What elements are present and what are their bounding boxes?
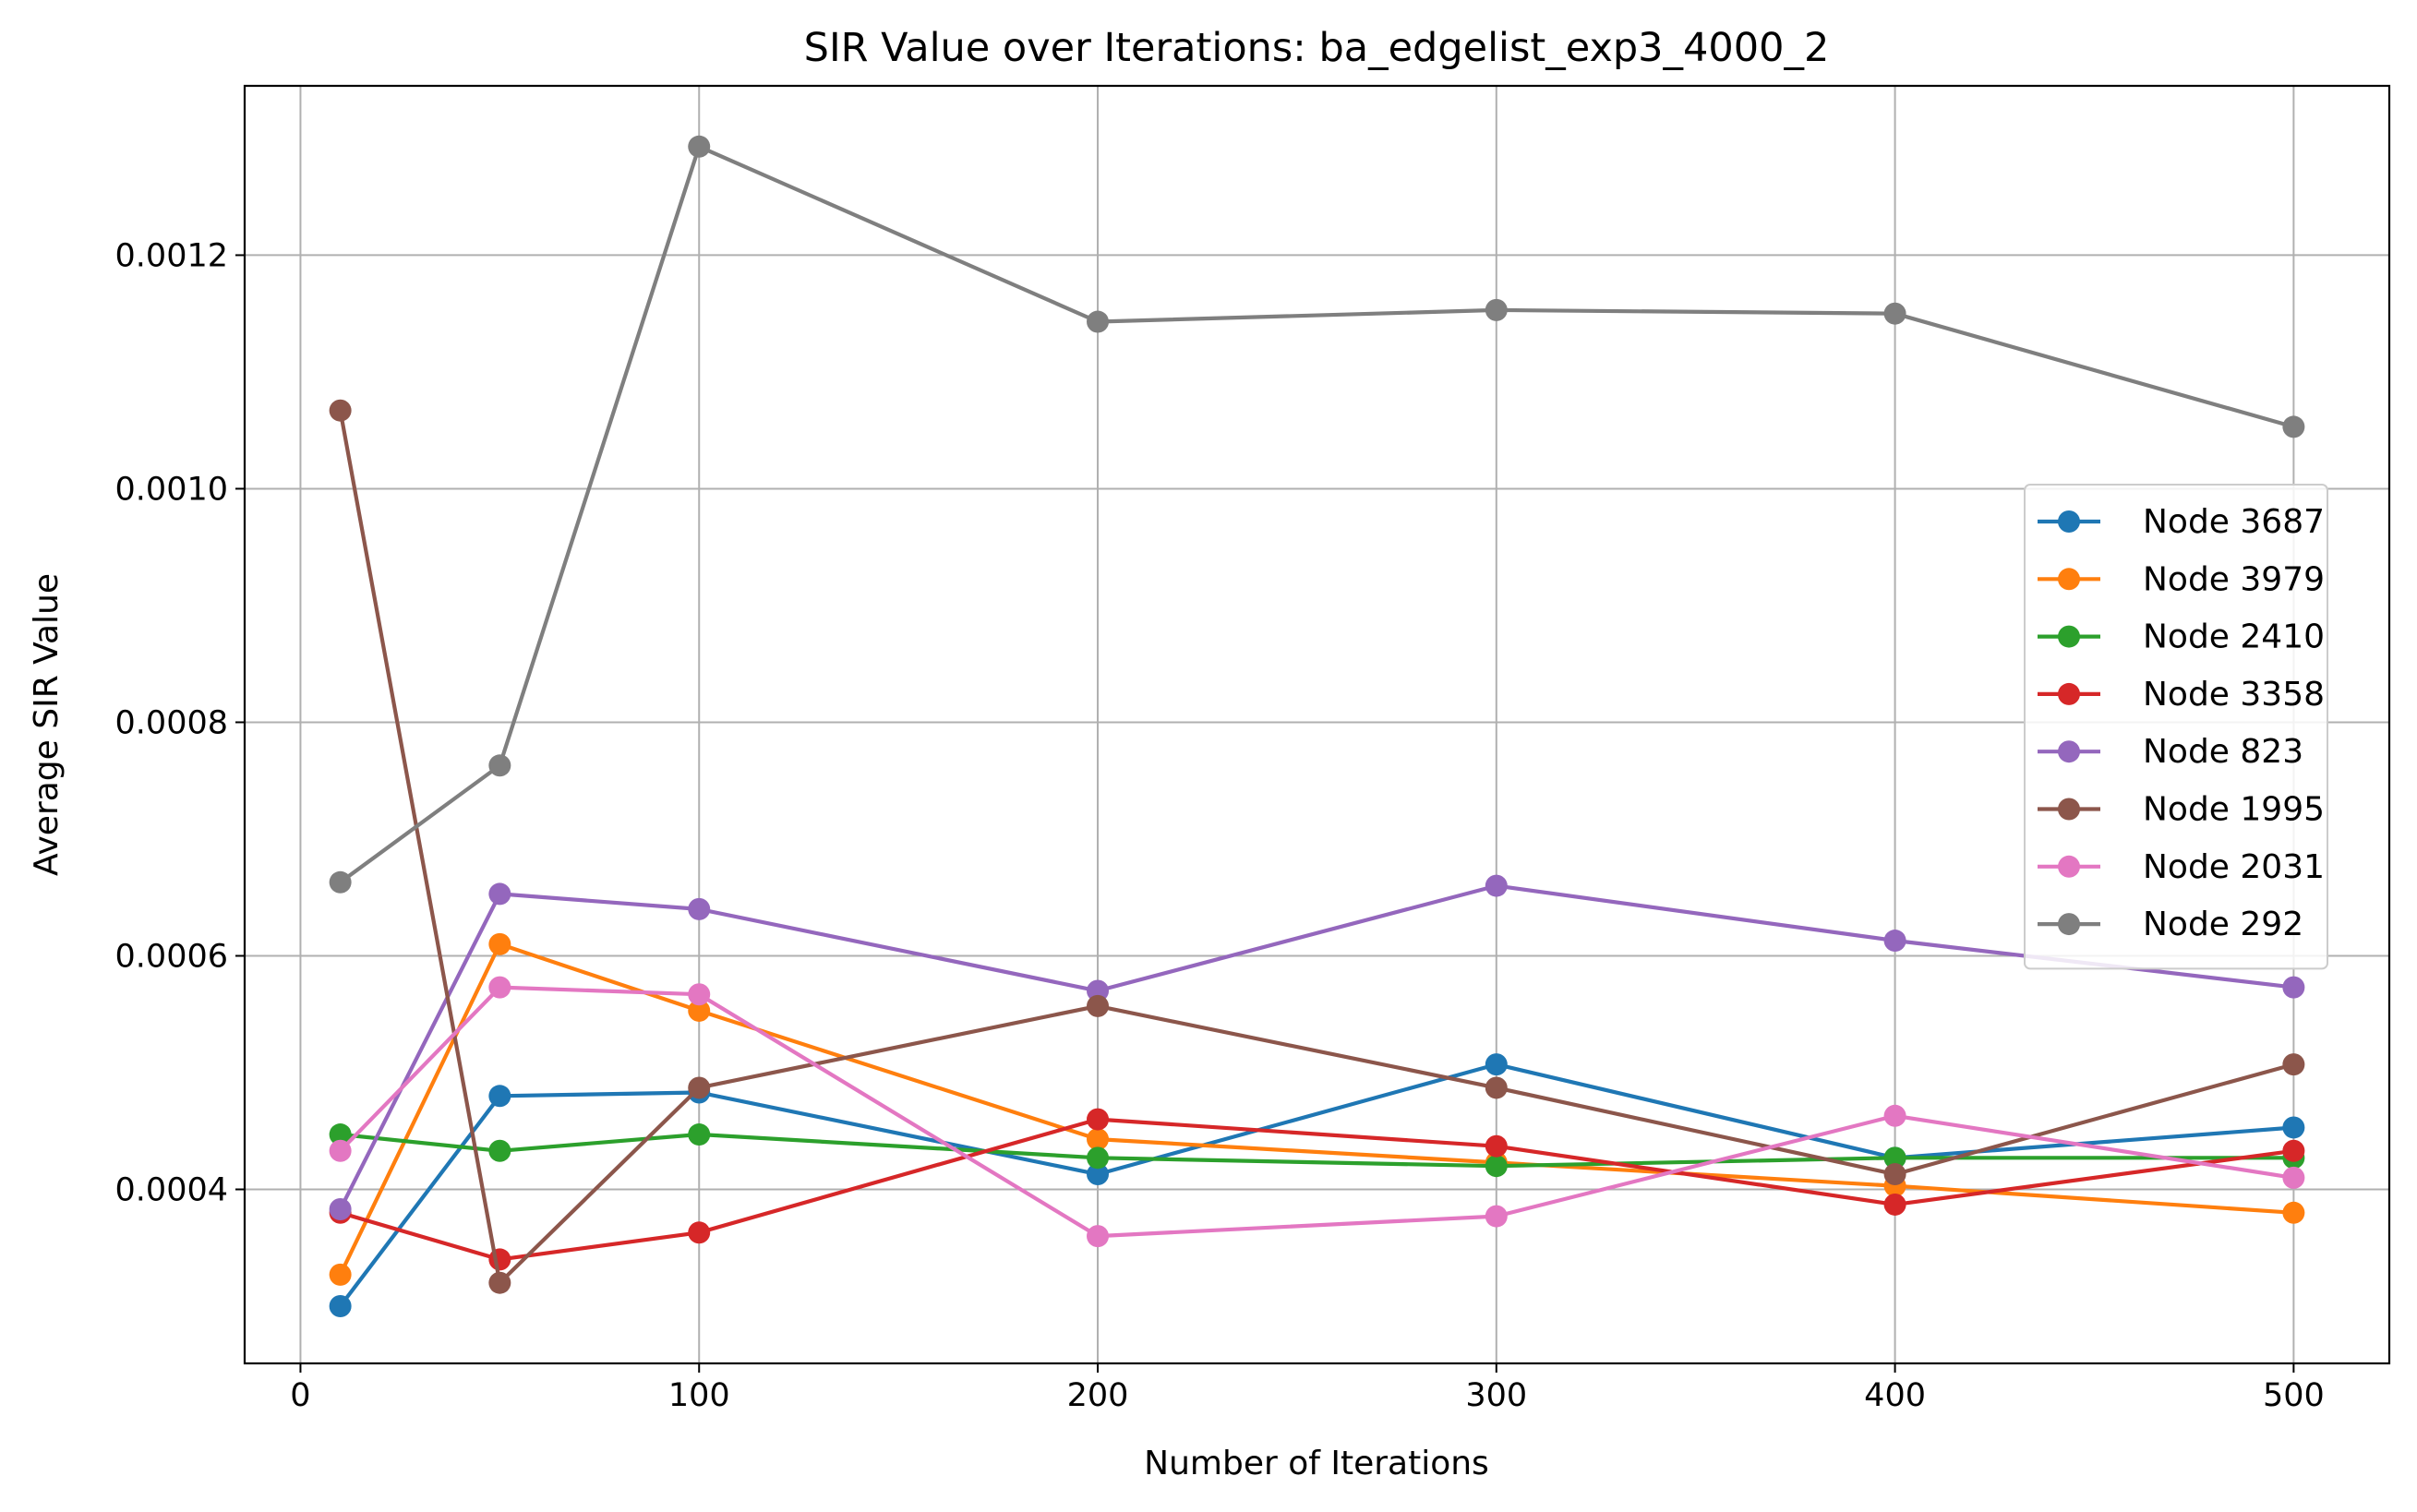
legend-label: Node 823 (2143, 733, 2303, 771)
series-group (329, 1108, 2305, 1271)
y-tick-label: 0.0010 (115, 471, 228, 508)
series-group (329, 399, 2305, 1294)
legend-box (2024, 484, 2328, 970)
x-tick-label: 100 (668, 1377, 730, 1414)
data-point (329, 1263, 352, 1286)
y-axis: 0.0004 0.0006 0.0008 0.0010 0.0012 (115, 237, 245, 1209)
data-point (1883, 302, 1906, 325)
series-group (329, 932, 2305, 1286)
data-point (1485, 1134, 1508, 1158)
data-point (2282, 1201, 2305, 1224)
data-point (688, 1076, 711, 1099)
x-tick-label: 500 (2263, 1377, 2325, 1414)
legend-label: Node 3979 (2143, 560, 2325, 598)
data-point (1485, 1155, 1508, 1178)
y-tick-label: 0.0012 (115, 237, 228, 274)
data-point (688, 999, 711, 1022)
data-point (488, 1139, 511, 1162)
data-point (2282, 1139, 2305, 1162)
data-point (329, 399, 352, 422)
legend-marker (2058, 625, 2080, 648)
data-point (1087, 994, 1110, 1017)
x-tick-label: 400 (1864, 1377, 1926, 1414)
legend-label: Node 3358 (2143, 676, 2325, 714)
data-point (1485, 1053, 1508, 1076)
y-axis-label: Average SIR Value (28, 573, 66, 876)
legend: Node 3687 Node 3979 Node 2410 Node 3358 Node… (2024, 484, 2328, 970)
data-point (688, 135, 711, 158)
legend-label: Node 292 (2143, 906, 2303, 943)
data-point (488, 1085, 511, 1108)
data-point (1087, 1163, 1110, 1186)
data-point (688, 983, 711, 1006)
legend-marker (2058, 855, 2080, 878)
data-point (1883, 930, 1906, 953)
data-point (1087, 979, 1110, 1002)
data-point (1087, 1225, 1110, 1248)
legend-marker (2058, 798, 2080, 821)
y-tick-label: 0.0008 (115, 704, 228, 741)
x-axis: 0 100 200 300 400 500 (290, 1363, 2325, 1414)
x-tick-label: 300 (1465, 1377, 1527, 1414)
data-point (1485, 1076, 1508, 1099)
data-point (1087, 1146, 1110, 1170)
legend-label: Node 2410 (2143, 618, 2325, 656)
data-point (2282, 976, 2305, 999)
series-group (329, 135, 2305, 894)
legend-marker (2058, 682, 2080, 705)
data-point (329, 870, 352, 894)
series-group (329, 976, 2305, 1248)
data-point (488, 1248, 511, 1271)
data-point (329, 1123, 352, 1146)
data-point (1883, 1146, 1906, 1170)
legend-marker (2058, 740, 2080, 763)
data-point (488, 1271, 511, 1294)
legend-label: Node 1995 (2143, 791, 2325, 829)
data-point (329, 1139, 352, 1162)
data-point (1485, 1205, 1508, 1228)
x-tick-label: 200 (1067, 1377, 1129, 1414)
data-point (688, 1221, 711, 1244)
data-point (488, 932, 511, 955)
legend-label: Node 2031 (2143, 848, 2325, 886)
data-point (1087, 1108, 1110, 1131)
legend-marker (2058, 913, 2080, 936)
chart-title: SIR Value over Iterations: ba_edgelist_e… (804, 25, 1830, 71)
data-point (2282, 1053, 2305, 1076)
data-point (1087, 310, 1110, 333)
data-point (1485, 874, 1508, 897)
data-point (1883, 1193, 1906, 1216)
data-point (488, 976, 511, 999)
series-layer (329, 135, 2305, 1318)
legend-label: Node 3687 (2143, 503, 2325, 541)
x-axis-label: Number of Iterations (1144, 1445, 1489, 1482)
data-point (488, 754, 511, 777)
data-point (688, 1123, 711, 1146)
legend-marker (2058, 568, 2080, 591)
data-point (2282, 1116, 2305, 1139)
plot-frame (243, 84, 2391, 1365)
data-point (2282, 415, 2305, 438)
x-tick-label: 0 (290, 1377, 310, 1414)
data-point (1883, 1104, 1906, 1127)
data-point (1485, 298, 1508, 321)
data-point (488, 882, 511, 906)
data-point (329, 1198, 352, 1221)
y-tick-label: 0.0006 (115, 938, 228, 975)
y-tick-label: 0.0004 (115, 1172, 228, 1209)
data-point (1087, 1128, 1110, 1151)
series-group (329, 874, 2305, 1221)
data-point (329, 1295, 352, 1318)
legend-marker (2058, 510, 2080, 533)
data-point (688, 897, 711, 920)
data-point (2282, 1166, 2305, 1189)
data-point (1883, 1163, 1906, 1186)
